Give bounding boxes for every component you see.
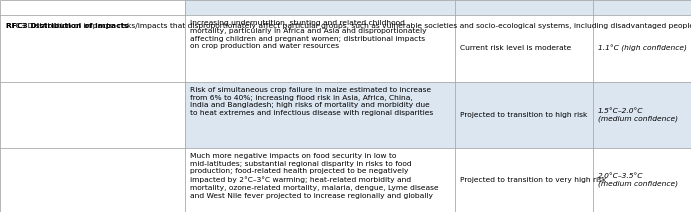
Text: 2.0°C–3.5°C
(medium confidence): 2.0°C–3.5°C (medium confidence) (598, 173, 678, 187)
Bar (0, 0, 691, 15)
Bar (593, 148, 691, 212)
Bar (0, 0, 185, 212)
Text: 1.5°C–2.0°C
(medium confidence): 1.5°C–2.0°C (medium confidence) (598, 108, 678, 122)
Text: Projected to transition to high risk: Projected to transition to high risk (460, 112, 587, 118)
Text: Increasing undernutrition, stunting and related childhood
mortality, particularl: Increasing undernutrition, stunting and … (190, 20, 426, 49)
Bar (185, 15, 455, 82)
Bar (455, 148, 593, 212)
Text: Risk of simultaneous crop failure in maize estimated to increase
from 6% to 40%;: Risk of simultaneous crop failure in mai… (190, 87, 433, 116)
Text: Projected to transition to very high risk: Projected to transition to very high ris… (460, 177, 607, 183)
Bar (185, 82, 455, 148)
Text: Much more negative impacts on food security in low to
mid-latitudes; substantial: Much more negative impacts on food secur… (190, 153, 439, 199)
Bar (593, 82, 691, 148)
Text: Current risk level is moderate: Current risk level is moderate (460, 46, 571, 52)
Text: 1.1°C (high confidence): 1.1°C (high confidence) (598, 45, 687, 52)
Bar (455, 82, 593, 148)
Text: RFC3 Distribution of impacts: RFC3 Distribution of impacts (6, 23, 129, 29)
Text: RFC3 Distribution of impacts: risks/impacts that disproportionately affect parti: RFC3 Distribution of impacts: risks/impa… (6, 23, 691, 29)
Bar (455, 15, 593, 82)
Bar (185, 148, 455, 212)
Bar (593, 15, 691, 82)
